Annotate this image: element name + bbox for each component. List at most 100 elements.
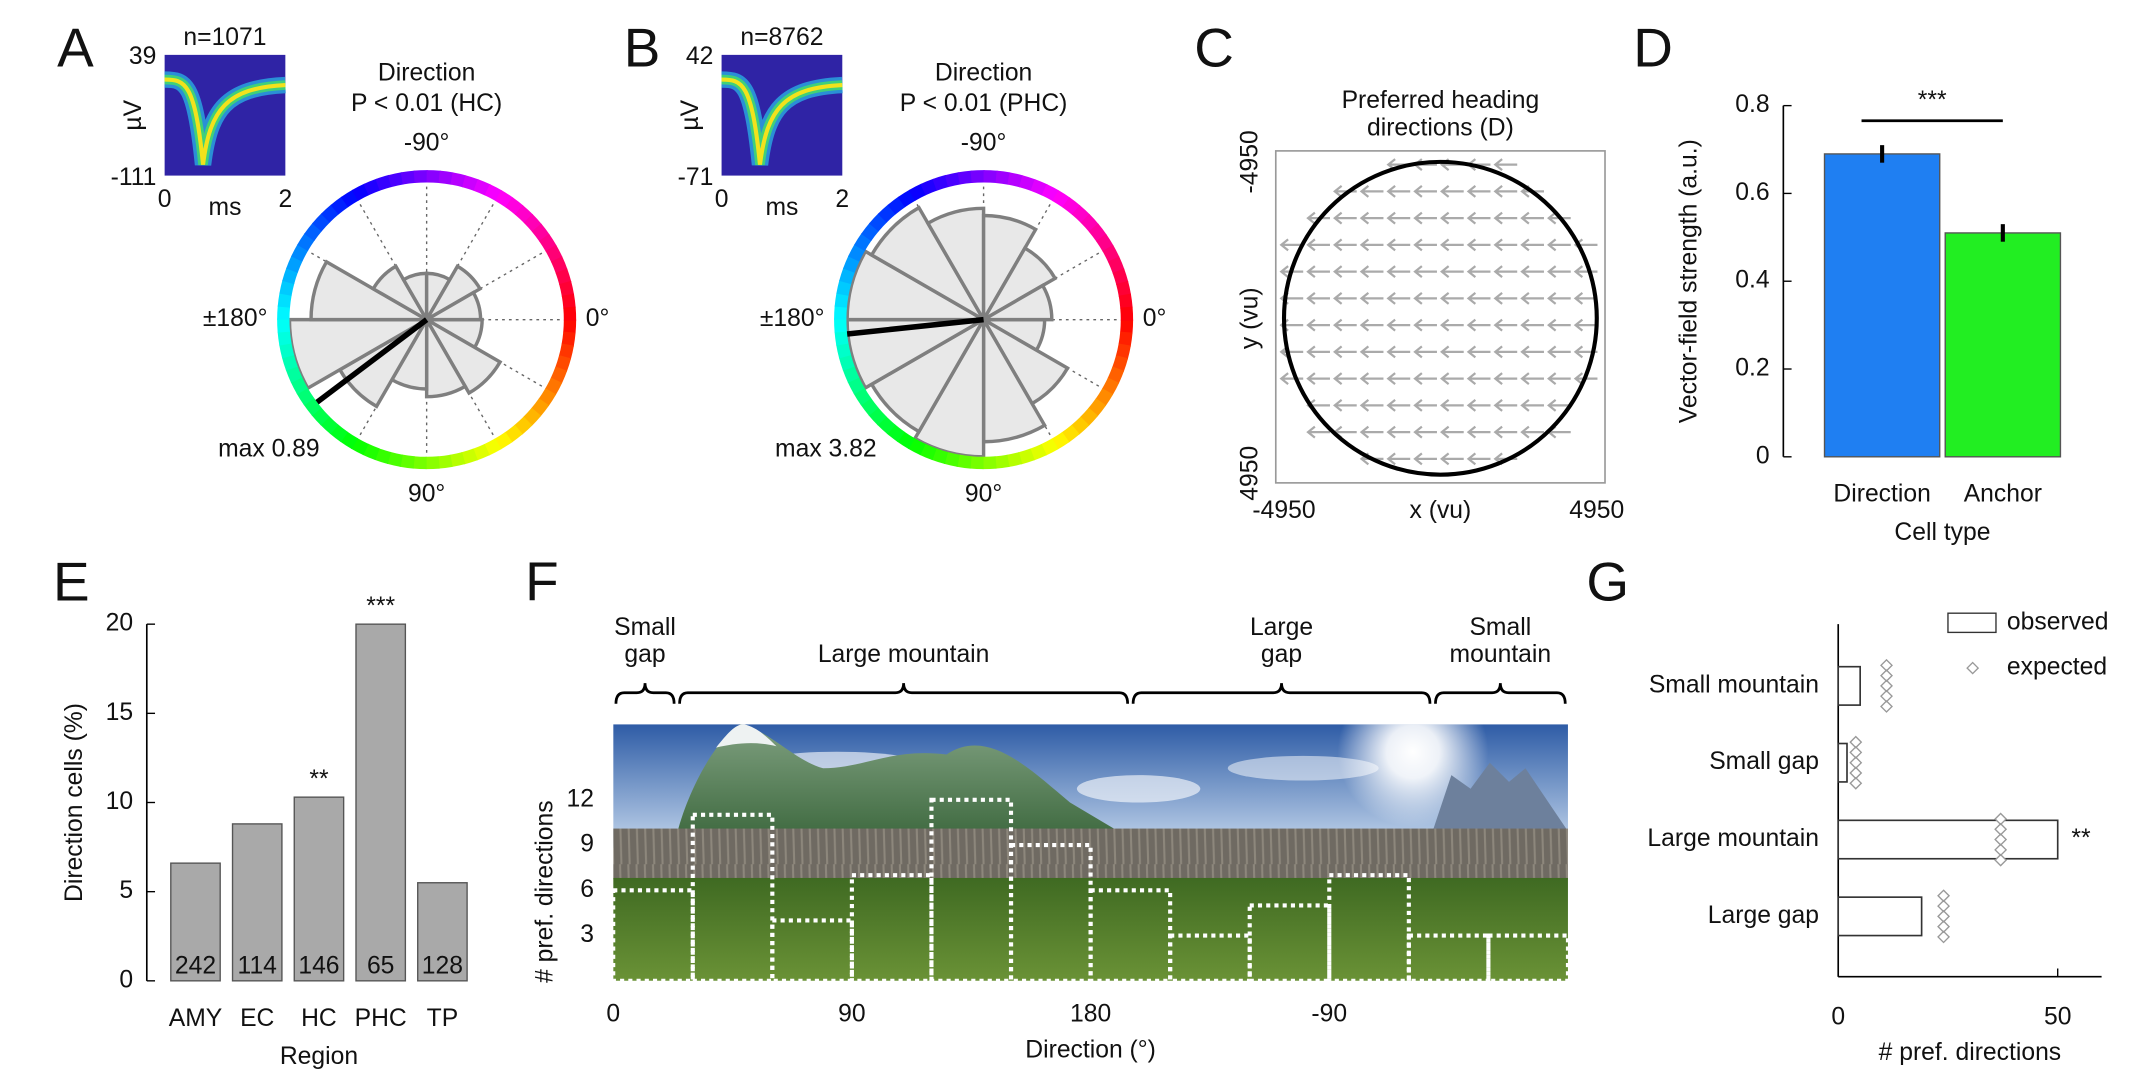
y-tick-label: 0.8 (1735, 91, 1769, 118)
legend-label: observed (2007, 608, 2109, 635)
x-tick-label: 0 (1831, 1003, 1845, 1030)
color-ring (935, 181, 948, 185)
legend-swatch (1948, 613, 1996, 632)
color-ring (355, 189, 367, 195)
color-ring (983, 462, 996, 463)
color-ring (911, 443, 923, 449)
color-ring (565, 283, 568, 296)
color-ring (1043, 444, 1055, 450)
panel-letter: E (53, 550, 90, 612)
max-label: max 3.82 (775, 435, 877, 462)
y-axis-label: y (vu) (1237, 287, 1264, 349)
color-ring (1085, 218, 1094, 228)
chart-subtitle: P < 0.01 (PHC) (900, 90, 1068, 117)
angle-tick-label: -90° (404, 130, 450, 157)
color-ring (891, 429, 902, 437)
legend-label: expected (2007, 654, 2107, 681)
color-ring (316, 411, 325, 421)
legend-swatch (1967, 663, 1978, 674)
angle-tick-label: 90° (965, 481, 1002, 508)
x-axis-label: x (vu) (1410, 497, 1472, 524)
color-ring (859, 390, 866, 401)
color-ring (1125, 295, 1127, 308)
y-axis-label: Vector-field strength (a.u.) (1676, 139, 1703, 423)
color-ring (882, 209, 892, 218)
color-ring (1066, 202, 1077, 210)
x-tick-label: EC (240, 1005, 274, 1032)
inset-x-tick-label: 2 (278, 186, 292, 213)
panel-letter: A (57, 17, 94, 79)
x-tick-label: 4950 (1569, 497, 1624, 524)
color-ring (302, 390, 309, 401)
color-ring (438, 461, 451, 463)
angle-tick-label: ±180° (203, 305, 268, 332)
color-ring (1100, 391, 1107, 402)
expected-marker (1881, 660, 1892, 712)
bar (1945, 233, 2060, 457)
color-ring (842, 282, 845, 295)
angle-tick-label: -90° (961, 130, 1007, 157)
region-label: mountain (1450, 641, 1552, 668)
color-ring (1033, 185, 1045, 190)
x-tick-label: AMY (169, 1005, 223, 1032)
color-ring (874, 218, 883, 228)
inset-y-tick-label: 39 (129, 43, 156, 70)
color-ring (302, 237, 309, 248)
y-tick-label: 0 (119, 966, 133, 993)
color-ring (970, 462, 983, 463)
significance-stars: *** (1918, 87, 1947, 114)
expected-marker (1850, 737, 1861, 789)
color-ring (528, 218, 537, 228)
color-ring (334, 202, 345, 210)
color-ring (309, 227, 317, 238)
inset-y-tick-label: -111 (111, 164, 157, 191)
color-ring (922, 449, 934, 454)
color-ring (984, 176, 997, 177)
color-ring (317, 218, 326, 228)
color-ring (901, 195, 912, 202)
color-ring (292, 258, 297, 270)
y-tick-label: 9 (580, 831, 594, 858)
color-ring (463, 454, 476, 458)
color-ring (923, 185, 935, 190)
color-ring (840, 319, 841, 332)
color-ring (427, 176, 440, 177)
inset-title: n=1071 (183, 24, 266, 51)
inset-y-tick-label: 42 (686, 43, 713, 70)
chart-title: Direction (378, 60, 475, 87)
inset-x-tick-label: 2 (835, 186, 849, 213)
panel-letter: F (525, 550, 559, 612)
chart-subtitle: P < 0.01 (HC) (351, 90, 502, 117)
y-tick-label: 15 (106, 699, 133, 726)
y-tick-label: 0 (1756, 442, 1770, 469)
x-axis-label: Cell type (1894, 519, 1990, 546)
chart-title: directions (D) (1367, 114, 1514, 141)
y-tick-label: 10 (106, 788, 133, 815)
color-ring (1044, 190, 1056, 196)
inset-x-label: ms (209, 194, 242, 221)
color-ring (1084, 412, 1093, 422)
chart-title: Preferred heading (1342, 87, 1540, 114)
x-axis-label: # pref. directions (1879, 1039, 2062, 1066)
color-ring (509, 202, 520, 210)
color-ring (497, 437, 508, 444)
bar (356, 624, 405, 981)
color-ring (1101, 237, 1108, 248)
count-label: 146 (298, 953, 339, 980)
color-ring (1118, 271, 1122, 284)
color-ring (296, 379, 302, 391)
y-tick-label: 20 (106, 610, 133, 637)
color-ring (1076, 210, 1086, 219)
color-ring (283, 319, 284, 332)
x-tick-label: Direction (1833, 481, 1930, 508)
color-ring (414, 176, 427, 177)
bar (1838, 820, 2057, 858)
chart-title: Direction (935, 60, 1032, 87)
color-ring (912, 189, 924, 195)
panel-letter: C (1194, 17, 1234, 79)
color-ring (413, 462, 426, 463)
color-ring (1075, 421, 1085, 430)
inset-y-tick-label: -71 (678, 164, 714, 191)
color-ring (527, 412, 536, 422)
color-ring (366, 185, 378, 190)
